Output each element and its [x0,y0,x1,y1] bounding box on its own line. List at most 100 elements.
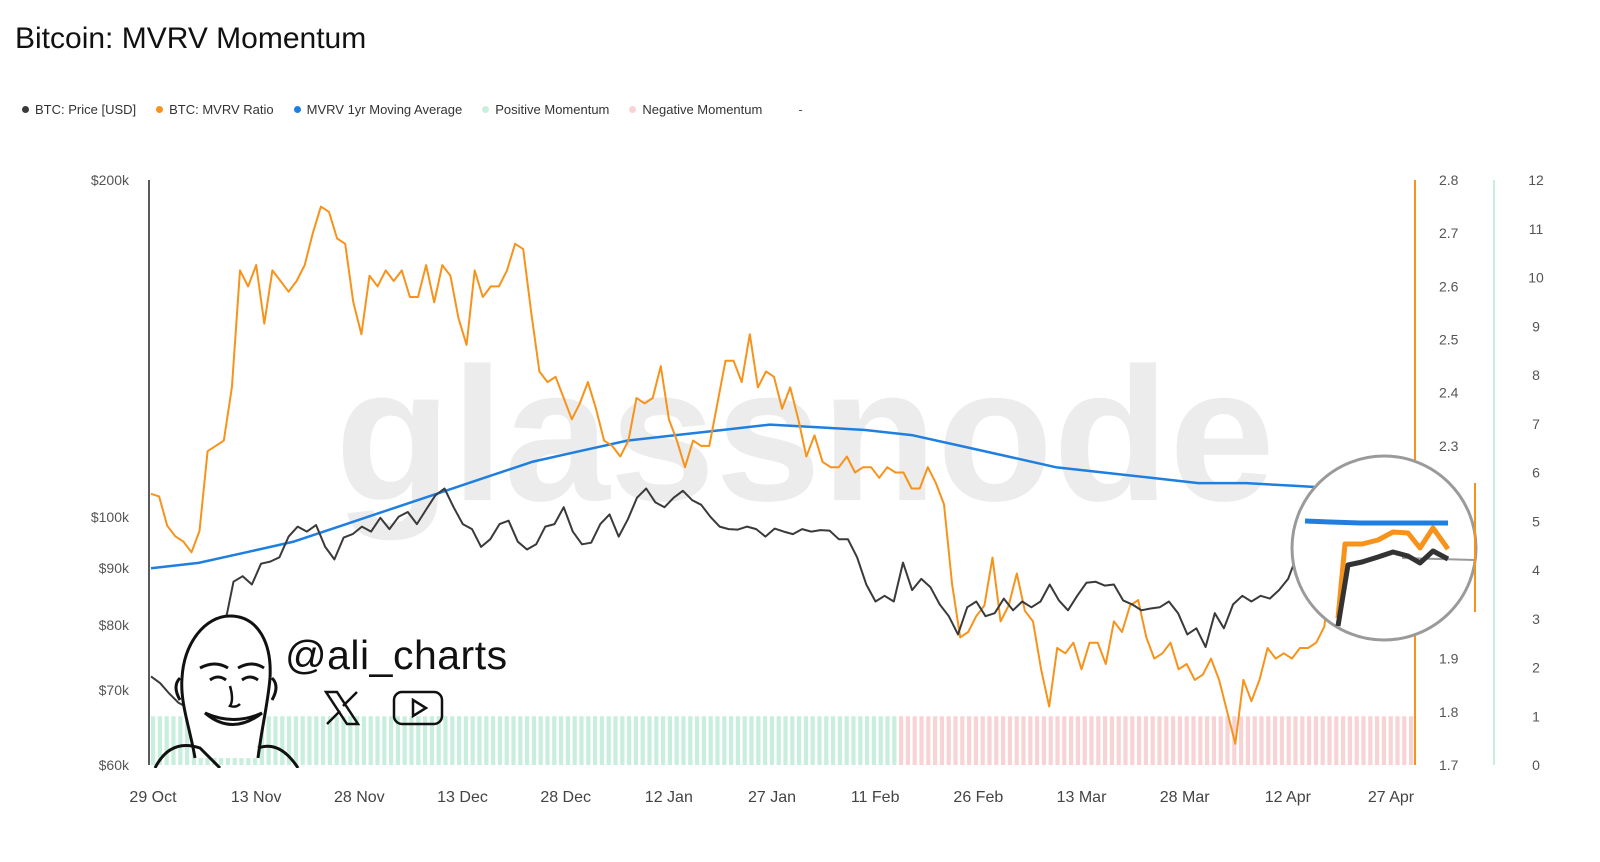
momentum-bar [960,716,965,765]
momentum-bar [939,716,944,765]
zoom-mvrv-line [1335,525,1451,619]
legend-item-positive[interactable]: Positive Momentum [482,102,609,117]
momentum-bar [361,716,366,765]
momentum-bar [1239,716,1244,765]
momentum-bar [497,716,502,765]
momentum-bar [967,716,972,765]
mvrv-tick-label: 2.7 [1439,225,1459,241]
momentum-bar [1103,716,1108,765]
momentum-bar [871,716,876,765]
momentum-bar [885,716,890,765]
momentum-bar [797,716,802,765]
momentum-bar [946,716,951,765]
momentum-bar [858,716,863,765]
momentum-tick-label: 0 [1532,757,1540,773]
momentum-bar [715,716,720,765]
x-axis-ticks: 29 Oct 13 Nov 28 Nov 13 Dec 28 Dec 12 Jan 27 J… [129,789,1414,806]
price-tick-label: $60k [99,757,130,773]
momentum-tick-label: 12 [1528,172,1544,188]
momentum-tick-label: 11 [1529,221,1544,237]
momentum-bar [865,716,870,765]
momentum-bar [1123,716,1128,765]
legend-item-mvrv[interactable]: BTC: MVRV Ratio [156,102,274,117]
momentum-tick-label: 7 [1532,416,1540,432]
momentum-bar [1286,716,1291,765]
momentum-bar [1116,716,1121,765]
price-tick-label: $200k [91,172,130,188]
momentum-bar [620,716,625,765]
momentum-bar [531,716,536,765]
momentum-bar [341,716,346,765]
momentum-bar [334,716,339,765]
momentum-bar [450,716,455,765]
momentum-bar [803,716,808,765]
momentum-bar [436,716,441,765]
momentum-bar [273,716,278,765]
legend-label-price: BTC: Price [USD] [35,102,137,117]
momentum-bar [1028,716,1033,765]
zoom-circle-annotation [1290,454,1478,642]
author-handle: @ali_charts [285,632,508,678]
momentum-bar [457,716,462,765]
x-tick-label: 29 Oct [129,789,177,806]
price-tick-label: $80k [99,617,130,633]
momentum-bar [1007,716,1012,765]
momentum-bar [545,716,550,765]
legend-swatch-negative [629,106,637,113]
momentum-bar [504,716,509,765]
mvrv-tick-label: 1.9 [1439,651,1459,667]
momentum-bar [565,716,570,765]
momentum-bar [321,716,326,765]
momentum-bar [647,716,652,765]
momentum-bar [185,716,190,765]
price-tick-label: $90k [99,560,130,576]
momentum-bar [1062,716,1067,765]
momentum-bar [892,716,897,765]
momentum-bar [423,716,428,765]
momentum-bar [844,716,849,765]
series-lines [150,205,1390,745]
momentum-bar [1259,716,1264,765]
legend-item-price[interactable]: BTC: Price [USD] [22,102,136,117]
legend-swatch-mvrv [156,106,164,113]
momentum-bar [300,716,305,765]
momentum-bar [987,716,992,765]
legend-item-ma[interactable]: MVRV 1yr Moving Average [293,102,462,117]
momentum-bar [164,716,169,765]
momentum-bar [756,716,761,765]
x-tick-label: 12 Apr [1265,789,1312,806]
x-tick-label: 13 Mar [1057,789,1107,806]
momentum-bar [1225,716,1230,765]
momentum-bar [851,716,856,765]
momentum-bar [593,716,598,765]
momentum-bar [994,716,999,765]
momentum-bar [389,716,394,765]
chart-title: Bitcoin: MVRV Momentum [15,22,367,55]
momentum-bar [953,716,958,765]
momentum-bar [1279,716,1284,765]
momentum-bar [287,716,292,765]
x-logo-icon[interactable] [322,688,362,728]
momentum-bar [1041,716,1046,765]
momentum-bar [1252,716,1257,765]
momentum-bar [1171,716,1176,765]
momentum-tick-label: 2 [1532,660,1540,676]
momentum-bar [1293,716,1298,765]
momentum-bar [905,716,910,765]
momentum-bar [1021,716,1026,765]
momentum-bar [667,716,672,765]
momentum-bar [416,716,421,765]
legend-swatch-positive [482,106,490,113]
momentum-bar [477,716,482,765]
youtube-icon[interactable] [392,690,444,726]
momentum-bar [899,716,904,765]
momentum-tick-label: 10 [1528,270,1544,286]
momentum-bar [314,716,319,765]
momentum-bar [171,716,176,765]
momentum-bar [538,716,543,765]
ma-line [150,423,1389,570]
legend-item-negative[interactable]: Negative Momentum [629,102,762,117]
momentum-bar [1354,716,1359,765]
momentum-bar [1327,716,1332,765]
